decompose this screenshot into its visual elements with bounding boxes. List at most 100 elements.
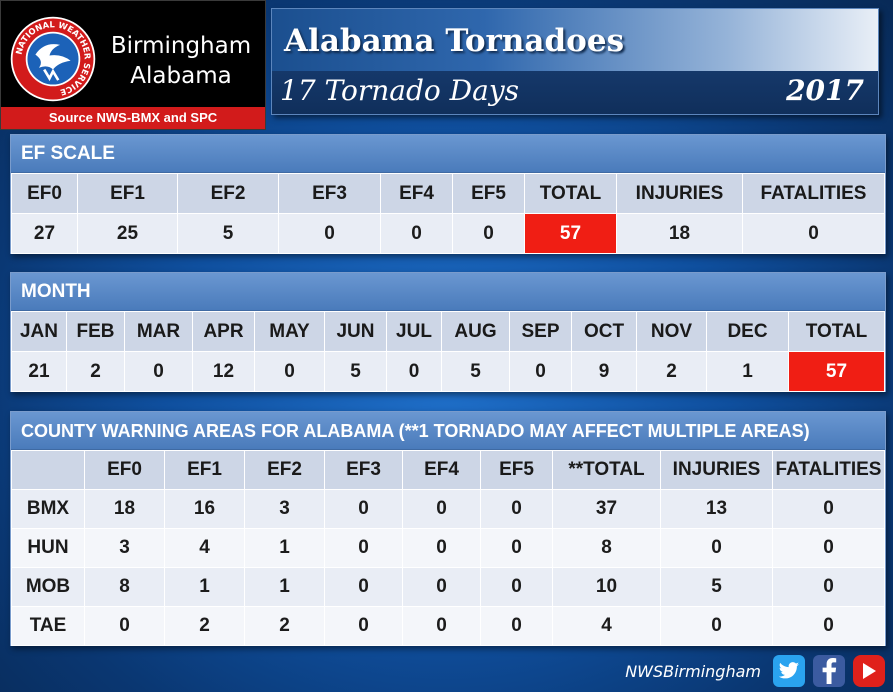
month-col-jan: JAN (11, 311, 67, 352)
cwa-col-ef3: EF3 (324, 450, 403, 490)
month-value-may: 0 (254, 351, 325, 392)
cwa-cell: 0 (324, 489, 403, 529)
cwa-cell: 0 (660, 528, 773, 568)
cwa-area-label: MOB (11, 567, 85, 607)
office-name: Birmingham Alabama (101, 31, 261, 91)
page-title: Alabama Tornadoes (284, 23, 625, 59)
month-value-sep: 0 (509, 351, 572, 392)
cwa-area-label: HUN (11, 528, 85, 568)
cwa-cell: 0 (402, 606, 481, 646)
month-table: JAN FEB MAR APR MAY JUN JUL AUG SEP OCT … (11, 311, 885, 392)
ef-value-ef4: 0 (380, 213, 453, 254)
cwa-cell: 0 (402, 567, 481, 607)
cwa-heading: COUNTY WARNING AREAS FOR ALABAMA (**1 TO… (11, 412, 885, 450)
cwa-cell: 2 (164, 606, 245, 646)
month-value-jan: 21 (11, 351, 67, 392)
ef-col-ef5: EF5 (452, 173, 525, 214)
title-band (272, 9, 878, 71)
month-col-jul: JUL (386, 311, 442, 352)
ef-value-ef2: 5 (177, 213, 279, 254)
month-col-nov: NOV (636, 311, 707, 352)
cwa-area-label: TAE (11, 606, 85, 646)
cwa-cell: 0 (480, 489, 553, 529)
month-value-total: 57 (788, 351, 885, 392)
cwa-cell: 0 (324, 606, 403, 646)
cwa-cell: 37 (552, 489, 661, 529)
cwa-cell: 0 (480, 528, 553, 568)
cwa-col-area (11, 450, 85, 490)
ef-col-ef0: EF0 (11, 173, 78, 214)
cwa-cell: 5 (660, 567, 773, 607)
source-bar: Source NWS-BMX and SPC (1, 107, 265, 129)
cwa-cell: 10 (552, 567, 661, 607)
cwa-cell: 0 (402, 489, 481, 529)
social-handle: NWSBirmingham (625, 661, 761, 681)
social-footer: NWSBirmingham (625, 654, 885, 688)
ef-scale-header-row: EF0 EF1 EF2 EF3 EF4 EF5 TOTAL INJURIES F… (11, 173, 885, 214)
ef-value-ef3: 0 (278, 213, 381, 254)
cwa-row-bmx: BMX 18 16 3 0 0 0 37 13 0 (11, 489, 885, 529)
ef-value-injuries: 18 (616, 213, 743, 254)
cwa-col-ef4: EF4 (402, 450, 481, 490)
cwa-cell: 16 (164, 489, 245, 529)
cwa-cell: 0 (324, 567, 403, 607)
cwa-row-tae: TAE 0 2 2 0 0 0 4 0 0 (11, 606, 885, 646)
month-col-apr: APR (192, 311, 255, 352)
cwa-cell: 0 (660, 606, 773, 646)
cwa-cell: 0 (772, 489, 885, 529)
month-value-feb: 2 (66, 351, 125, 392)
cwa-cell: 0 (772, 567, 885, 607)
cwa-cell: 0 (480, 606, 553, 646)
month-value-mar: 0 (124, 351, 193, 392)
youtube-icon[interactable] (853, 655, 885, 687)
ef-col-ef4: EF4 (380, 173, 453, 214)
cwa-table: EF0 EF1 EF2 EF3 EF4 EF5 **TOTAL INJURIES… (11, 450, 885, 646)
month-value-oct: 9 (571, 351, 637, 392)
subtitle-band (272, 71, 878, 114)
cwa-cell: 18 (84, 489, 165, 529)
cwa-cell: 3 (84, 528, 165, 568)
month-value-apr: 12 (192, 351, 255, 392)
cwa-cell: 0 (402, 528, 481, 568)
cwa-row-hun: HUN 3 4 1 0 0 0 8 0 0 (11, 528, 885, 568)
twitter-icon[interactable] (773, 655, 805, 687)
cwa-cell: 1 (164, 567, 245, 607)
ef-value-total: 57 (524, 213, 617, 254)
month-col-may: MAY (254, 311, 325, 352)
cwa-col-ef5: EF5 (480, 450, 553, 490)
ef-scale-heading: EF SCALE (11, 135, 885, 173)
ef-col-ef1: EF1 (77, 173, 178, 214)
month-panel: MONTH JAN FEB MAR APR MAY JUN JUL AUG SE… (10, 272, 886, 392)
cwa-panel: COUNTY WARNING AREAS FOR ALABAMA (**1 TO… (10, 411, 886, 646)
cwa-col-ef2: EF2 (244, 450, 325, 490)
cwa-col-ef1: EF1 (164, 450, 245, 490)
cwa-cell: 1 (244, 567, 325, 607)
month-header-row: JAN FEB MAR APR MAY JUN JUL AUG SEP OCT … (11, 311, 885, 352)
month-heading: MONTH (11, 273, 885, 311)
facebook-icon[interactable] (813, 655, 845, 687)
cwa-cell: 1 (244, 528, 325, 568)
cwa-cell: 0 (84, 606, 165, 646)
office-line-1: Birmingham (110, 33, 252, 59)
ef-value-fatalities: 0 (742, 213, 885, 254)
cwa-area-label: BMX (11, 489, 85, 529)
month-col-sep: SEP (509, 311, 572, 352)
cwa-cell: 8 (552, 528, 661, 568)
cwa-col-total: **TOTAL (552, 450, 661, 490)
ef-scale-value-row: 27 25 5 0 0 0 57 18 0 (11, 213, 885, 254)
ef-col-total: TOTAL (524, 173, 617, 214)
cwa-cell: 0 (772, 528, 885, 568)
cwa-cell: 3 (244, 489, 325, 529)
ef-value-ef0: 27 (11, 213, 78, 254)
month-col-aug: AUG (441, 311, 510, 352)
cwa-cell: 0 (324, 528, 403, 568)
office-line-2: Alabama (130, 63, 232, 89)
ef-value-ef1: 25 (77, 213, 178, 254)
cwa-cell: 8 (84, 567, 165, 607)
month-col-dec: DEC (706, 311, 789, 352)
cwa-cell: 0 (772, 606, 885, 646)
month-value-jun: 5 (324, 351, 387, 392)
year-label: 2017 (786, 74, 864, 107)
ef-value-ef5: 0 (452, 213, 525, 254)
cwa-header-row: EF0 EF1 EF2 EF3 EF4 EF5 **TOTAL INJURIES… (11, 450, 885, 490)
